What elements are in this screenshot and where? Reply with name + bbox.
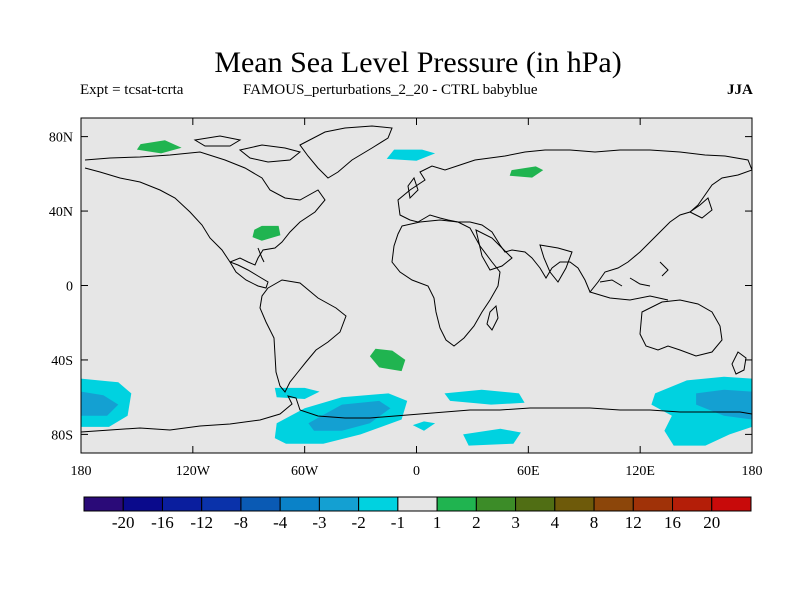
madagascar-coast: [486, 304, 499, 331]
colorbar-swatch: [201, 496, 242, 512]
x-tick-label: 120E: [625, 464, 655, 479]
coastlines: [81, 125, 752, 433]
colorbar-swatch: [397, 496, 438, 512]
colorbar-swatch: [475, 496, 517, 512]
colorbar-swatch: [122, 496, 163, 512]
x-tick-label: 60E: [517, 464, 540, 479]
colorbar-label: -8: [234, 513, 248, 532]
season-label: JJA: [727, 82, 753, 98]
uk-coast: [407, 176, 419, 200]
colorbar-swatch: [358, 496, 399, 512]
antarctica-coast: [81, 395, 752, 433]
anomaly-greenland-north: [136, 140, 182, 154]
map-background: [81, 118, 752, 453]
colorbar-swatch: [279, 496, 320, 512]
anomaly-south-atlantic: [369, 348, 406, 372]
colorbar-label: 20: [703, 513, 720, 532]
colorbar-swatch: [161, 496, 203, 512]
colorbar-label: 3: [511, 513, 520, 532]
colorbar-swatch: [318, 496, 360, 512]
colorbar-label: 12: [625, 513, 642, 532]
colorbar-swatch: [240, 496, 281, 512]
anomaly-south-indian-patch: [444, 389, 525, 405]
colorbar-label: -12: [190, 513, 213, 532]
experiment-label: Expt = tcsat-tcrta: [80, 82, 184, 98]
x-tick-label: 0: [413, 464, 420, 479]
florida-coast: [257, 247, 265, 263]
y-tick-label: 80S: [51, 428, 73, 443]
colorbar-label: -4: [273, 513, 288, 532]
colorbar-label: -1: [391, 513, 405, 532]
arctic-islands-coast: [193, 135, 302, 163]
indonesia-coast: [589, 261, 669, 301]
x-tick-label: 180: [71, 464, 92, 479]
australia-coast: [639, 299, 723, 357]
anomaly-east-antarctic-patch: [463, 428, 521, 446]
y-tick-label: 0: [66, 280, 73, 295]
africa-coast: [391, 219, 501, 347]
colorbar-swatch: [711, 496, 752, 512]
india-coast: [539, 244, 573, 283]
colorbar-swatch: [672, 496, 713, 512]
colorbar-swatch: [83, 496, 124, 512]
colorbar-swatch: [593, 496, 634, 512]
anomaly-amundsen-core: [81, 391, 119, 416]
arabia-coast: [475, 229, 513, 271]
north-america-coast: [84, 151, 326, 289]
colorbar-label: -3: [312, 513, 326, 532]
colorbar-label: -2: [352, 513, 366, 532]
anomaly-caribbean: [252, 225, 281, 241]
anomaly-weddell-core: [308, 400, 391, 431]
colorbar-swatch: [515, 496, 556, 512]
axis-ticks: 180 120W 60W 0 60E 120E 180 80N 40N 0 40S 80S: [49, 118, 763, 479]
colorbar-label: 2: [472, 513, 481, 532]
anomaly-enderby-patch: [412, 421, 436, 431]
colorbar-label: 4: [551, 513, 560, 532]
greenland-coast: [299, 125, 393, 179]
colorbar-label: 8: [590, 513, 599, 532]
eurasia-coast: [397, 149, 752, 293]
colorbar-label: 16: [664, 513, 681, 532]
colorbar-label: -20: [112, 513, 135, 532]
colorbar-swatch: [436, 496, 477, 512]
south-america-coast: [259, 279, 347, 393]
anomaly-siberia: [509, 166, 544, 178]
y-tick-label: 40N: [49, 205, 73, 220]
x-tick-label: 120W: [176, 464, 211, 479]
colorbar-label: -16: [151, 513, 174, 532]
colorbar: -20 -16 -12 -8 -4 -3 -2 -1 1 2 3 4 8 12 16 20: [83, 496, 752, 532]
map-title: Mean Sea Level Pressure (in hPa): [214, 46, 622, 79]
anomaly-arctic-barents: [386, 149, 436, 161]
colorbar-swatch: [554, 496, 595, 512]
x-tick-label: 180: [742, 464, 763, 479]
y-tick-label: 40S: [51, 354, 73, 369]
dataset-label: FAMOUS_perturbations_2_20 - CTRL babyblu…: [243, 82, 538, 98]
x-tick-label: 60W: [291, 464, 319, 479]
japan-coast: [689, 197, 713, 219]
y-tick-label: 80N: [49, 131, 73, 146]
new-zealand-coast: [731, 351, 747, 375]
colorbar-swatch: [632, 496, 674, 512]
colorbar-label: 1: [433, 513, 442, 532]
